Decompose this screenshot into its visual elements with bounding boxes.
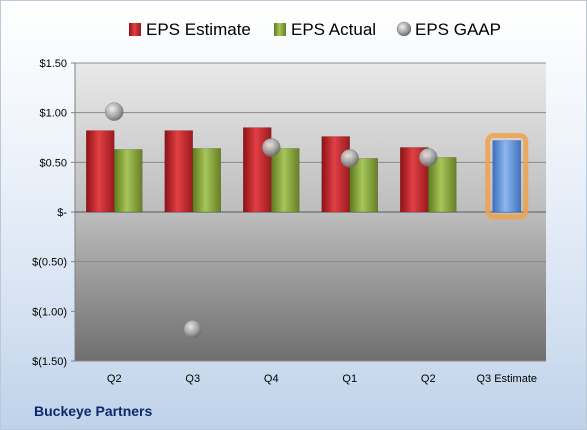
x-tick-label: Q3 — [185, 373, 200, 385]
eps-gaap-marker — [262, 138, 281, 157]
eps-actual-bar — [114, 149, 143, 213]
y-tick-label: $(0.50) — [32, 257, 67, 269]
y-tick-label: $(1.50) — [32, 356, 67, 368]
x-tick-label: Q1 — [342, 373, 357, 385]
eps-actual-bar — [271, 148, 300, 213]
plot-area: $1.50 $1.00 $0.50 $- $(0.50) $(1.00) $(1.50) Q2… — [32, 58, 546, 385]
eps-estimate-bar — [164, 130, 193, 213]
x-tick-label: Q4 — [264, 373, 279, 385]
eps-gaap-marker — [105, 102, 124, 121]
eps-gaap-marker — [340, 149, 359, 168]
legend-label: EPS Estimate — [146, 20, 251, 39]
legend-swatch — [274, 23, 286, 36]
company-name: Buckeye Partners — [34, 403, 153, 419]
x-tick-label: Q2 — [421, 373, 436, 385]
q3-estimate-bar — [492, 140, 521, 213]
y-tick-label: $1.00 — [39, 108, 67, 120]
y-tick-label: $(1.00) — [32, 306, 67, 318]
eps-gaap-marker — [183, 319, 202, 339]
y-tick-label: $0.50 — [39, 157, 67, 169]
x-tick-label: Q3 Estimate — [476, 373, 537, 385]
x-tick-label: Q2 — [107, 373, 122, 385]
legend-label: EPS GAAP — [415, 20, 501, 39]
eps-actual-bar — [349, 158, 378, 213]
y-tick-label: $- — [57, 207, 67, 219]
eps-actual-bar — [428, 157, 457, 213]
eps-estimate-bar — [86, 130, 115, 213]
legend-swatch — [396, 21, 412, 37]
eps-actual-bar — [192, 148, 221, 213]
q3-estimate-highlight — [485, 132, 529, 220]
legend-swatch — [129, 23, 141, 36]
eps-gaap-marker — [419, 148, 438, 167]
eps-estimate-bar — [321, 136, 350, 213]
legend: EPS Estimate EPS Actual EPS GAAP — [129, 20, 501, 39]
y-tick-label: $1.50 — [39, 58, 67, 70]
legend-label: EPS Actual — [291, 20, 376, 39]
